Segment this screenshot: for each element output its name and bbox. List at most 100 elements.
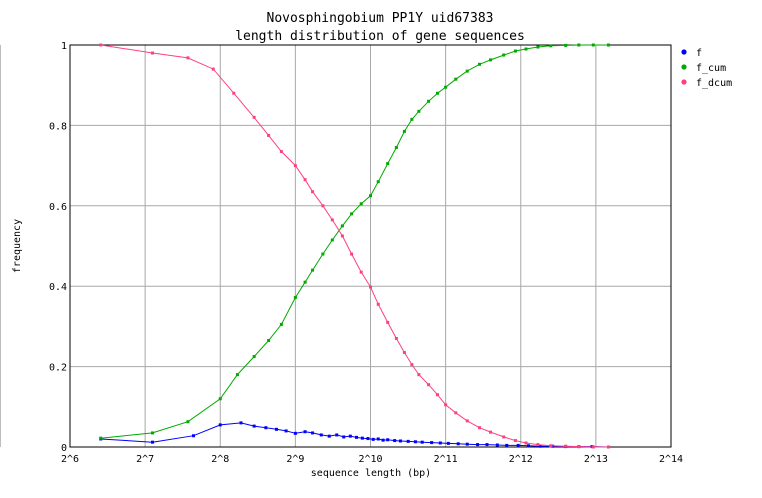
x-tick-label: 2^8 [211, 454, 229, 465]
series-f-point [476, 443, 480, 447]
series-f-point [381, 438, 385, 442]
series-f-cum-point [340, 224, 344, 228]
series-f-dcum-point [417, 373, 421, 377]
series-f-point [264, 426, 268, 430]
series-f-cum-point [394, 146, 398, 150]
series-f-cum-point [402, 129, 406, 133]
series-f-cum-point [536, 45, 540, 49]
chart-subtitle: length distribution of gene sequences [235, 29, 525, 44]
series-f-point [420, 440, 424, 444]
series-f-dcum-point [186, 56, 190, 60]
series-f-point [495, 443, 499, 447]
series-f-dcum-point [427, 383, 431, 387]
series-f-dcum-point [524, 441, 528, 445]
series-f-point [342, 435, 346, 439]
series-f-point [438, 441, 442, 445]
series-f-cum-point [218, 397, 222, 401]
x-axis-label: sequence length (bp) [311, 468, 431, 479]
series-f-dcum-point [549, 444, 553, 448]
series-f-dcum-point [577, 445, 581, 449]
series-f-point [327, 434, 331, 438]
series-f-point [355, 435, 359, 439]
series-f-point [311, 431, 315, 435]
series-f-dcum-point [279, 150, 283, 154]
series-f-cum-point [427, 99, 431, 103]
series-f-dcum-point [502, 435, 506, 439]
series-f-dcum-point [536, 443, 540, 447]
series-f-dcum-point [150, 51, 154, 55]
series-lines [99, 43, 610, 449]
x-tick-label: 2^9 [286, 454, 304, 465]
series-f-dcum-point [386, 320, 390, 324]
series-f-dcum-point [376, 302, 380, 306]
series-f-cum-point [293, 295, 297, 299]
series-f-dcum-point [99, 43, 103, 47]
series-f-cum-point [311, 268, 315, 272]
series-f-point [516, 443, 520, 447]
series-f-cum-point [376, 180, 380, 184]
series-f-dcum-point [293, 164, 297, 168]
series-f-dcum-point [350, 252, 354, 256]
series-f-dcum-point [435, 393, 439, 397]
series-f-cum-point [150, 431, 154, 435]
series-f-cum-point [564, 43, 568, 47]
plot-frame [69, 44, 672, 448]
series-f-dcum-point [444, 403, 448, 407]
series-f-dcum-point [232, 91, 236, 95]
series-f-point [274, 427, 278, 431]
series-f-dcum-point [513, 439, 517, 443]
x-tick-label: 2^7 [136, 454, 154, 465]
series-f-cum-point [524, 47, 528, 51]
series-f-cum-point [369, 194, 372, 198]
series-f-point [538, 444, 542, 448]
left-frame-rule [0, 45, 1, 447]
series-f-dcum-point [410, 363, 414, 367]
series-f-point [398, 439, 402, 443]
series-f-point [319, 433, 323, 437]
series-f-dcum-point [394, 336, 398, 340]
series-f-dcum-line [100, 44, 609, 448]
x-tick-label: 2^13 [584, 454, 608, 465]
legend: f f_cum f_dcum [681, 48, 732, 89]
series-f-point [239, 421, 243, 425]
series-f-dcum-point [311, 190, 315, 194]
x-tick-label: 2^11 [434, 454, 458, 465]
series-f-cum-point [513, 49, 517, 53]
series-f-cum-point [478, 62, 482, 66]
tick-labels: 2^6 2^7 2^8 2^9 2^10 2^11 2^12 2^13 2^14 0 0.2 0.4 0… [49, 41, 683, 465]
y-tick-label: 0 [61, 443, 67, 454]
series-f-point [191, 434, 195, 438]
series-f-cum-line [100, 44, 609, 439]
series-f-dcum-point [252, 115, 256, 119]
series-f-cum-point [410, 117, 414, 121]
series-f-cum-point [359, 202, 363, 206]
series-f-cum-point [235, 373, 239, 377]
y-tick-label: 0.2 [49, 363, 67, 374]
series-f-cum-point [502, 53, 506, 57]
legend-marker-f [681, 49, 687, 55]
series-f-point [376, 437, 380, 441]
series-f-cum-point [186, 420, 190, 424]
y-axis-label: frequency [12, 219, 23, 273]
grid-lines [69, 44, 672, 448]
series-f-cum-point [386, 162, 390, 166]
y-tick-label: 0.4 [49, 282, 67, 293]
series-f-cum-point [606, 43, 610, 47]
legend-label-f-cum: f_cum [696, 63, 726, 74]
series-f-point [303, 430, 307, 434]
series-f-dcum-point [267, 133, 271, 137]
series-f-cum-point [435, 91, 439, 95]
series-f-cum-point [330, 238, 334, 242]
series-f-point [293, 431, 297, 435]
legend-label-f: f [696, 48, 702, 59]
series-f-point [413, 440, 417, 444]
series-f-point [150, 440, 154, 444]
legend-marker-f-dcum [681, 79, 687, 85]
series-f-dcum-point [359, 270, 363, 274]
series-f-point [456, 442, 460, 446]
series-f-cum-point [321, 252, 325, 256]
series-f-dcum-point [211, 67, 215, 71]
series-f-point [348, 434, 352, 438]
series-f-dcum-point [402, 351, 406, 355]
